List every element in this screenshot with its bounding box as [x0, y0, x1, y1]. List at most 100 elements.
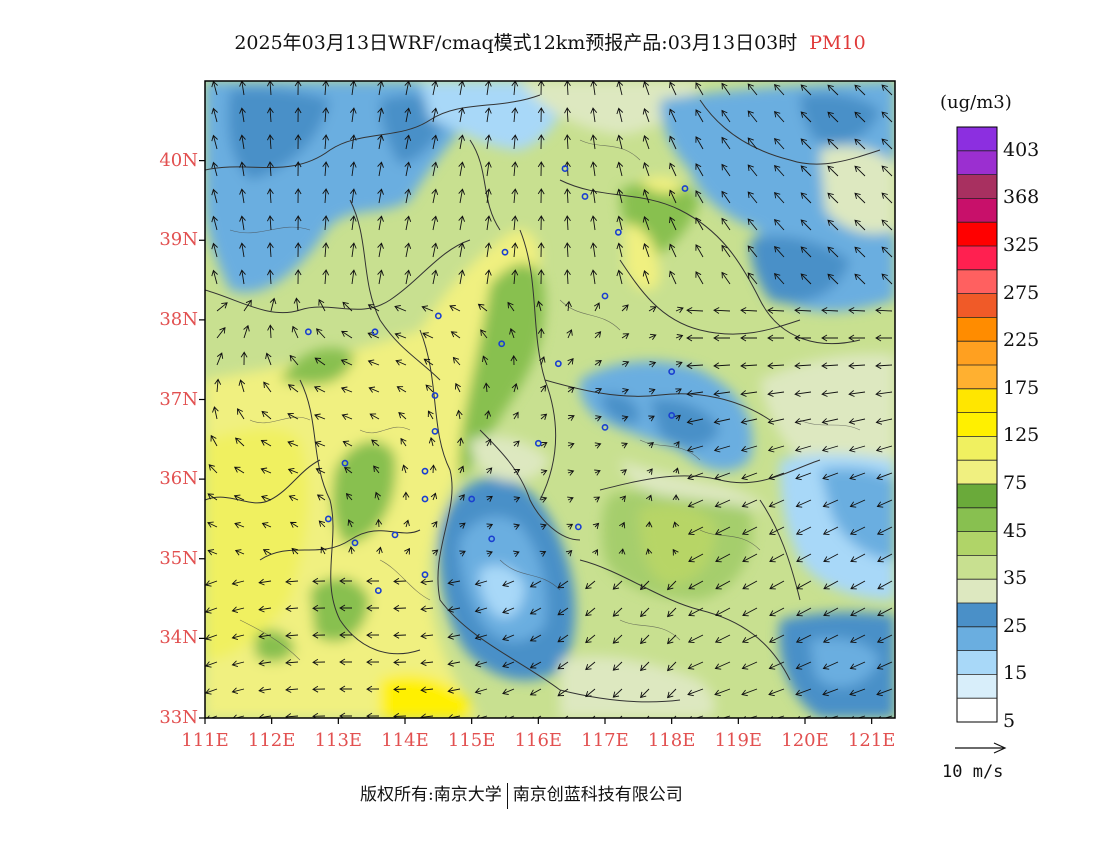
- wind-arrow: [266, 242, 274, 258]
- wind-arrow: [567, 415, 575, 421]
- wind-arrow: [794, 362, 812, 370]
- wind-arrow: [686, 307, 704, 314]
- wind-arrow: [774, 272, 785, 285]
- copyright-right: 南京创蓝科技有限公司: [512, 785, 683, 805]
- wind-arrow: [590, 215, 598, 231]
- wind-arrow: [794, 307, 812, 314]
- wind-arrow: [420, 632, 434, 640]
- wind-arrow: [231, 606, 245, 614]
- wind-arrow: [267, 324, 274, 339]
- station-marker: [374, 587, 382, 594]
- wind-arrow: [484, 161, 492, 177]
- wind-arrow: [854, 84, 866, 96]
- wind-arrow: [795, 472, 812, 481]
- wind-arrow: [349, 242, 357, 258]
- wind-arrow: [393, 577, 407, 585]
- wind-arrow: [695, 109, 704, 123]
- station-marker: [341, 459, 349, 467]
- wind-arrow: [258, 632, 272, 640]
- wind-arrow: [285, 686, 299, 693]
- colorbar-swatch: [957, 603, 997, 628]
- wind-arrow: [285, 713, 299, 718]
- wind-arrow: [393, 604, 407, 612]
- wind-arrow: [675, 388, 682, 395]
- station-marker: [468, 495, 476, 503]
- wind-arrow: [721, 190, 731, 204]
- wind-arrow: [513, 550, 520, 557]
- wind-arrow: [427, 410, 434, 420]
- wind-arrow: [266, 134, 274, 150]
- wind-arrow: [823, 553, 839, 563]
- wind-arrow: [395, 359, 407, 366]
- wind-arrow: [823, 580, 839, 590]
- wind-arrow: [404, 215, 412, 231]
- wind-arrow: [740, 418, 758, 425]
- wind-arrow: [768, 634, 785, 644]
- wind-arrow: [447, 633, 461, 640]
- colorbar-swatch: [957, 484, 997, 509]
- wind-arrow: [269, 297, 277, 312]
- wind-arrow: [747, 218, 758, 231]
- wind-arrow: [881, 84, 893, 96]
- wind-arrow: [294, 215, 302, 231]
- lon-label: 121E: [847, 730, 896, 751]
- wind-arrow: [486, 550, 493, 557]
- wind-arrow: [639, 634, 650, 645]
- wind-arrow: [294, 242, 302, 258]
- title-pollutant: PM10: [809, 32, 866, 54]
- wind-arrow: [458, 107, 466, 123]
- wind-arrow: [585, 661, 596, 671]
- wind-arrow: [537, 215, 545, 231]
- wind-arrow: [672, 494, 680, 501]
- wind-arrow: [590, 107, 598, 123]
- wind-arrow: [854, 165, 866, 177]
- wind-arrow: [768, 688, 785, 697]
- wind-arrow: [294, 81, 302, 96]
- wind-arrow: [261, 522, 272, 529]
- wind-arrow: [747, 110, 758, 123]
- wind-arrow: [474, 687, 488, 695]
- wind-arrow: [266, 107, 274, 123]
- wind-arrow: [316, 494, 326, 501]
- wind-arrow: [714, 688, 731, 697]
- wind-arrow: [393, 712, 407, 718]
- wind-arrow: [458, 494, 465, 501]
- wind-arrow: [616, 242, 624, 258]
- colorbar-border: [956, 126, 998, 723]
- wind-arrow: [854, 219, 866, 231]
- wind-arrow: [822, 661, 839, 670]
- wind-arrow: [876, 499, 893, 508]
- wind-arrow: [621, 388, 630, 395]
- wind-arrow: [713, 445, 731, 453]
- wind-arrow: [592, 548, 599, 556]
- wind-arrow: [367, 359, 380, 366]
- wind-arrow: [266, 81, 274, 96]
- wind-arrow: [394, 305, 407, 312]
- wind-arrow: [458, 161, 466, 177]
- wind-arrow: [821, 390, 839, 397]
- wind-arrow: [666, 634, 677, 645]
- wind-arrow: [850, 607, 866, 617]
- wind-arrow: [349, 269, 357, 285]
- wind-arrow: [642, 107, 650, 123]
- colorbar-swatch: [957, 674, 997, 699]
- wind-arrow: [420, 686, 434, 694]
- wind-arrow: [287, 412, 299, 420]
- wind-arrow: [431, 549, 439, 556]
- wind-arrow: [747, 191, 758, 204]
- lat-label: 36N: [159, 468, 198, 490]
- wind-arrow: [366, 658, 380, 666]
- wind-arrow: [207, 521, 218, 528]
- wind-arrow: [394, 332, 407, 339]
- wind-arrow: [564, 242, 571, 258]
- wind-arrow: [207, 549, 218, 556]
- colorbar-swatch: [957, 436, 997, 461]
- colorbar-unit: (ug/m3): [940, 92, 1012, 113]
- wind-arrow: [769, 607, 785, 617]
- wind-arrow: [740, 362, 758, 370]
- wind-arrow: [648, 306, 657, 313]
- wind-arrow: [821, 334, 838, 342]
- wind-arrow: [404, 188, 412, 204]
- wind-arrow: [485, 467, 493, 474]
